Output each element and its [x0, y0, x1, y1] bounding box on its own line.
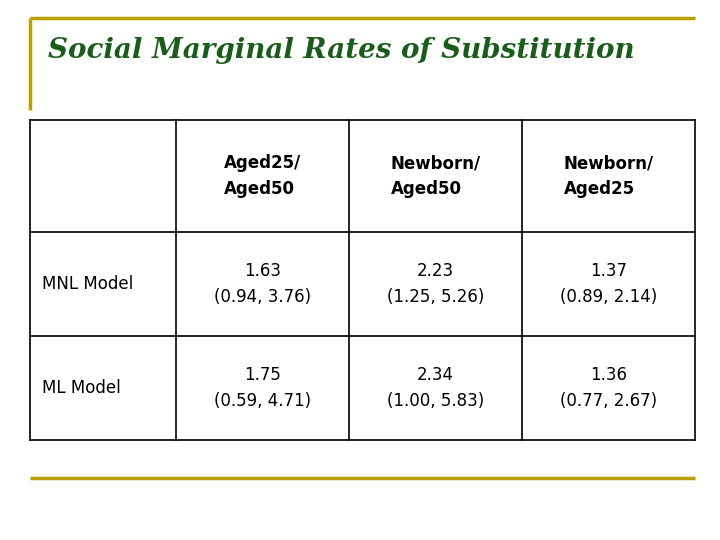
Text: 1.37
(0.89, 2.14): 1.37 (0.89, 2.14) [560, 262, 657, 306]
Text: 1.36
(0.77, 2.67): 1.36 (0.77, 2.67) [560, 367, 657, 409]
Text: 2.34
(1.00, 5.83): 2.34 (1.00, 5.83) [387, 367, 485, 409]
Text: 1.63
(0.94, 3.76): 1.63 (0.94, 3.76) [214, 262, 311, 306]
Text: Social Marginal Rates of Substitution: Social Marginal Rates of Substitution [48, 37, 634, 64]
Text: ML Model: ML Model [42, 379, 120, 397]
Text: 1.75
(0.59, 4.71): 1.75 (0.59, 4.71) [214, 367, 311, 409]
Text: Newborn/
Aged25: Newborn/ Aged25 [564, 154, 654, 198]
Text: Aged25/
Aged50: Aged25/ Aged50 [224, 154, 302, 198]
Text: Newborn/
Aged50: Newborn/ Aged50 [390, 154, 481, 198]
Bar [30, 120, 695, 440]
Text: 2.23
(1.25, 5.26): 2.23 (1.25, 5.26) [387, 262, 485, 306]
Text: MNL Model: MNL Model [42, 275, 133, 293]
